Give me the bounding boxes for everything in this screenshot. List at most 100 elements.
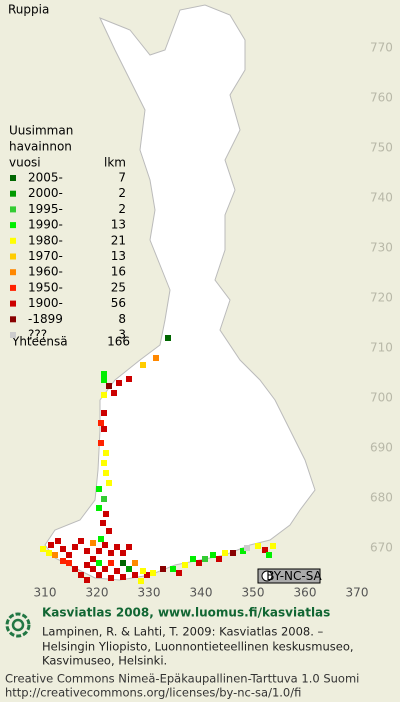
license-badge: BY-NC-SA — [257, 568, 323, 584]
occurrence-square — [120, 550, 126, 556]
citation: Lampinen, R. & Lahti, T. 2009: Kasviatla… — [42, 625, 324, 639]
occurrence-square — [90, 566, 96, 572]
occurrences — [40, 335, 276, 584]
occurrence-square — [116, 380, 122, 386]
legend-swatch — [10, 316, 16, 323]
occurrence-square — [230, 550, 236, 556]
occurrence-square — [106, 528, 112, 534]
occurrence-square — [266, 552, 272, 558]
y-label: 750 — [370, 141, 393, 155]
occurrence-square — [126, 376, 132, 382]
occurrence-square — [60, 558, 66, 564]
occurrence-square — [40, 546, 46, 552]
legend-label: 1900- — [28, 296, 63, 310]
citation: Kasvimuseo, Helsinki. — [42, 654, 167, 668]
legend: Uusimman havainnon vuosi lkm Yhteensä 16… — [9, 124, 130, 349]
occurrence-square — [103, 470, 109, 476]
occurrence-square — [165, 335, 171, 341]
legend-count: 25 — [111, 280, 126, 294]
legend-swatch — [10, 253, 16, 260]
occurrence-square — [48, 542, 54, 548]
legend-label: 1950- — [28, 280, 63, 294]
legend-count: 21 — [111, 233, 126, 247]
occurrence-square — [190, 556, 196, 562]
occurrence-square — [108, 575, 114, 581]
legend-count: 3 — [118, 328, 126, 342]
badge-box — [257, 568, 321, 584]
occurrence-square — [176, 570, 182, 576]
occurrence-square — [106, 383, 112, 389]
occurrence-square — [78, 538, 84, 544]
occurrence-square — [84, 562, 90, 568]
occurrence-square — [150, 570, 156, 576]
y-label: 720 — [370, 291, 393, 305]
legend-total: 166 — [107, 335, 130, 349]
occurrence-square — [102, 542, 108, 548]
occurrence-square — [84, 548, 90, 554]
legend-label: 2005- — [28, 171, 63, 185]
legend-heading: Uusimman — [9, 124, 73, 138]
legend-count-header: lkm — [104, 156, 126, 170]
x-label: 320 — [86, 586, 109, 600]
legend-count: 2 — [118, 202, 126, 216]
occurrence-square — [100, 520, 106, 526]
occurrence-square — [196, 560, 202, 566]
occurrence-square — [170, 566, 176, 572]
occurrence-square — [52, 552, 58, 558]
x-label: 360 — [294, 586, 317, 600]
legend-swatch — [10, 237, 16, 244]
occurrence-square — [108, 550, 114, 556]
occurrence-square — [244, 545, 250, 551]
occurrence-square — [55, 538, 61, 544]
occurrence-square — [66, 552, 72, 558]
legend-swatch — [10, 284, 16, 291]
occurrence-square — [96, 572, 102, 578]
occurrence-square — [101, 410, 107, 416]
occurrence-square — [96, 548, 102, 554]
legend-label: 1995- — [28, 202, 63, 216]
occurrence-square — [103, 450, 109, 456]
legend-count: 7 — [118, 171, 126, 185]
badge-icon — [261, 570, 273, 582]
license: http://creativecommons.org/licenses/by-n… — [5, 686, 301, 700]
y-label: 710 — [370, 341, 393, 355]
legend-label: 2000- — [28, 186, 63, 200]
occurrence-square — [153, 355, 159, 361]
occurrence-square — [140, 362, 146, 368]
occurrence-square — [90, 556, 96, 562]
occurrence-square — [101, 377, 107, 383]
occurrence-square — [182, 562, 188, 568]
occurrence-square — [46, 550, 52, 556]
occurrence-square — [262, 547, 268, 553]
legend-label: -1899 — [28, 312, 63, 326]
legend-swatch — [10, 332, 16, 338]
finland-shape — [44, 4, 316, 581]
occurrence-square — [101, 460, 107, 466]
occurrence-square — [160, 566, 166, 572]
occurrence-square — [78, 572, 84, 578]
occurrence-square — [114, 568, 120, 574]
legend-count: 8 — [118, 312, 126, 326]
y-label: 770 — [370, 41, 393, 55]
legend-count: 56 — [111, 296, 126, 310]
legend-swatch — [10, 222, 16, 229]
occurrence-square — [270, 543, 276, 549]
y-label: 680 — [370, 491, 393, 505]
legend-swatch — [10, 175, 16, 181]
occurrence-square — [111, 390, 117, 396]
legend-count: 2 — [118, 186, 126, 200]
citation: Helsingin Yliopisto, Luonnontieteellinen… — [42, 640, 354, 654]
occurrence-square — [126, 566, 132, 572]
occurrence-square — [72, 544, 78, 550]
occurrence-square — [210, 552, 216, 558]
occurrence-square — [66, 560, 72, 566]
y-label: 700 — [370, 391, 393, 405]
x-label: 340 — [190, 586, 213, 600]
x-label: 310 — [34, 586, 57, 600]
x-label: 330 — [138, 586, 161, 600]
occurrence-square — [98, 440, 104, 446]
badge-text: BY-NC-SA — [266, 569, 322, 583]
x-label: 370 — [346, 586, 369, 600]
legend-label: 1980- — [28, 233, 63, 247]
